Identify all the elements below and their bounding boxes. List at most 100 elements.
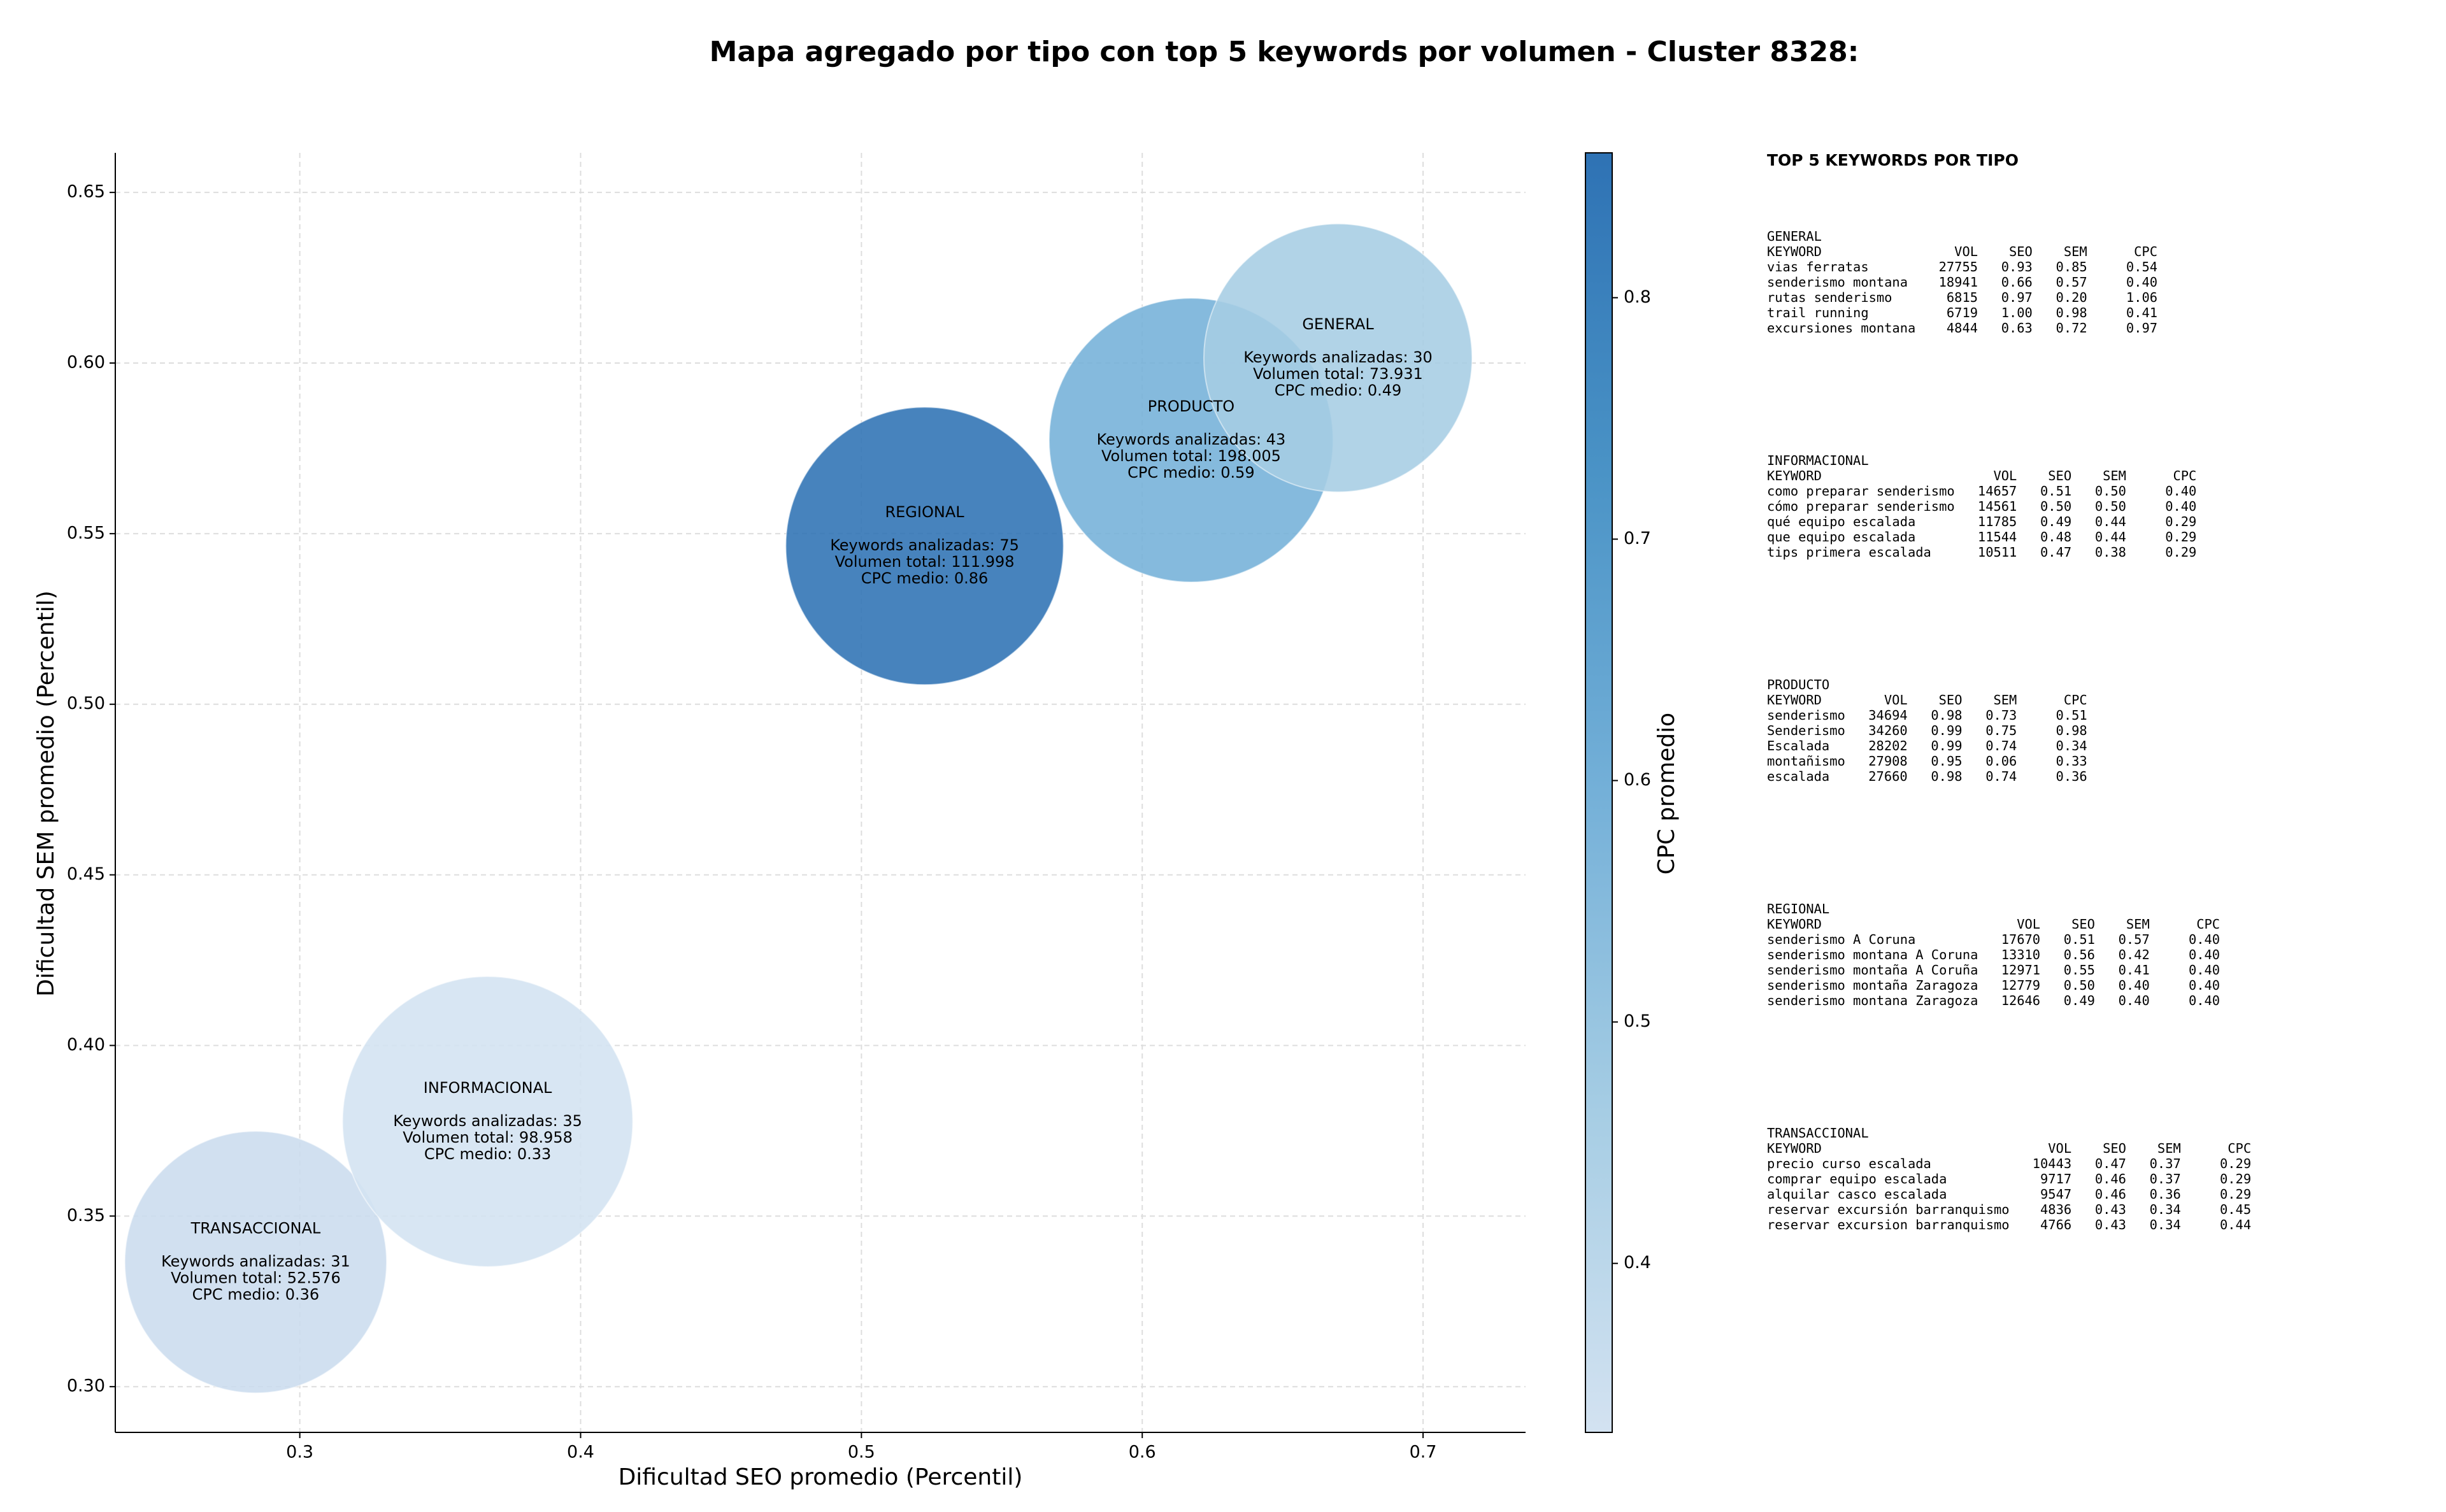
bubble-annotation: Volumen total: 52.576: [171, 1269, 341, 1287]
table-cell: 12971: [2001, 962, 2040, 978]
y-tick-label: 0.55: [67, 523, 105, 543]
bubble-annotation: Volumen total: 198.005: [1101, 447, 1281, 465]
bubble-annotation: CPC medio: 0.36: [192, 1286, 320, 1304]
panel-title: TOP 5 KEYWORDS POR TIPO: [1767, 151, 2019, 169]
colorbar-tick-label: 0.6: [1624, 770, 1651, 790]
table-cell: montañismo: [1767, 753, 1845, 769]
table-cell: 0.95: [1931, 753, 1962, 769]
table-cell: 11785: [1978, 514, 2017, 529]
table-cell: 1.06: [2126, 290, 2157, 305]
bubble-label: GENERAL: [1302, 315, 1374, 333]
table-cell: 0.57: [2119, 932, 2150, 947]
table-name: REGIONAL: [1767, 901, 1829, 916]
table-cell: 0.40: [2189, 947, 2220, 962]
bubble-label: INFORMACIONAL: [424, 1079, 552, 1097]
table-cell: reservar excursion barranquismo: [1767, 1217, 2010, 1232]
table-cell: 12646: [2001, 993, 2040, 1008]
table-cell: 0.29: [2165, 514, 2196, 529]
table-cell: 6719: [1947, 305, 1978, 320]
bubble: [341, 976, 634, 1267]
table-header: KEYWORD: [1767, 468, 1822, 483]
bubble-annotation: CPC medio: 0.33: [424, 1145, 552, 1163]
table-cell: 0.50: [2095, 483, 2126, 499]
table-header: VOL: [1993, 468, 2017, 483]
colorbar-tick-label: 0.7: [1624, 529, 1651, 548]
table-cell: 4844: [1947, 320, 1978, 336]
table-cell: 0.29: [2165, 545, 2196, 560]
table-cell: 17670: [2001, 932, 2040, 947]
table-cell: 0.50: [2095, 499, 2126, 514]
table-cell: 27755: [1939, 259, 1978, 275]
colorbar-tick-label: 0.8: [1624, 287, 1651, 307]
table-cell: 34260: [1868, 723, 1907, 738]
bubble-annotation: CPC medio: 0.59: [1127, 464, 1255, 481]
table-cell: 0.40: [2119, 993, 2150, 1008]
table-header: VOL: [2048, 1141, 2071, 1156]
table-cell: 0.49: [2064, 993, 2095, 1008]
table-cell: 0.73: [1985, 708, 2017, 723]
table-header: SEM: [2157, 1141, 2181, 1156]
table-cell: 6815: [1947, 290, 1978, 305]
y-tick-label: 0.65: [67, 182, 105, 202]
table-cell: como preparar senderismo: [1767, 483, 1955, 499]
table-cell: 0.45: [2220, 1202, 2251, 1217]
table-header: SEO: [2009, 244, 2033, 259]
table-cell: 0.55: [2064, 962, 2095, 978]
table-cell: 18941: [1939, 275, 1978, 290]
table-cell: 0.46: [2095, 1171, 2126, 1187]
table-header: SEM: [2064, 244, 2087, 259]
x-tick-label: 0.4: [567, 1443, 594, 1462]
x-tick-label: 0.7: [1410, 1443, 1437, 1462]
colorbar-label: CPC promedio: [1654, 713, 1680, 874]
table-header: SEO: [1939, 692, 1963, 708]
table-cell: 0.29: [2165, 529, 2196, 545]
table-cell: comprar equipo escalada: [1767, 1171, 1947, 1187]
table-cell: Escalada: [1767, 738, 1829, 753]
table-cell: senderismo montaña A Coruña: [1767, 962, 1978, 978]
bubble-annotation: Keywords analizadas: 35: [393, 1112, 582, 1130]
table-header: KEYWORD: [1767, 916, 1822, 932]
table-cell: 0.37: [2150, 1156, 2181, 1171]
table-cell: 4766: [2040, 1217, 2071, 1232]
table-cell: 0.43: [2095, 1217, 2126, 1232]
table-cell: trail running: [1767, 305, 1869, 320]
table-cell: 0.63: [2001, 320, 2033, 336]
table-cell: 0.57: [2056, 275, 2087, 290]
table-cell: 0.34: [2056, 738, 2087, 753]
y-tick-label: 0.30: [67, 1376, 105, 1396]
table-cell: senderismo: [1767, 708, 1845, 723]
bubble: [124, 1130, 388, 1394]
bubble-label: REGIONAL: [885, 503, 964, 521]
table-cell: 0.49: [2040, 514, 2071, 529]
table-cell: 0.40: [2165, 483, 2196, 499]
table-cell: 28202: [1868, 738, 1907, 753]
table-cell: 0.56: [2064, 947, 2095, 962]
table-cell: 0.50: [2040, 499, 2071, 514]
table-cell: Senderismo: [1767, 723, 1845, 738]
table-cell: alquilar casco escalada: [1767, 1187, 1947, 1202]
x-axis-label: Dificultad SEO promedio (Percentil): [619, 1464, 1023, 1490]
x-tick-label: 0.6: [1129, 1443, 1156, 1462]
table-header: SEM: [2103, 468, 2126, 483]
table-cell: 0.74: [1985, 738, 2017, 753]
table-cell: 10511: [1978, 545, 2017, 560]
table-cell: 0.93: [2001, 259, 2033, 275]
table-header: SEO: [2103, 1141, 2126, 1156]
table-header: CPC: [2173, 468, 2196, 483]
x-tick-label: 0.5: [848, 1443, 875, 1462]
bubble-annotation: Volumen total: 111.998: [835, 553, 1015, 571]
table-header: CPC: [2064, 692, 2087, 708]
table-cell: 27660: [1868, 769, 1907, 784]
table-cell: 0.41: [2119, 962, 2150, 978]
table-cell: 12779: [2001, 978, 2040, 993]
bubble: [1203, 223, 1473, 493]
table-name: GENERAL: [1767, 229, 1822, 244]
table-cell: 1.00: [2001, 305, 2033, 320]
table-cell: 0.40: [2126, 275, 2157, 290]
table-cell: 0.38: [2095, 545, 2126, 560]
table-cell: senderismo montana: [1767, 275, 1908, 290]
table-cell: 0.33: [2056, 753, 2087, 769]
table-cell: 0.98: [1931, 708, 1962, 723]
y-tick-label: 0.45: [67, 864, 105, 884]
